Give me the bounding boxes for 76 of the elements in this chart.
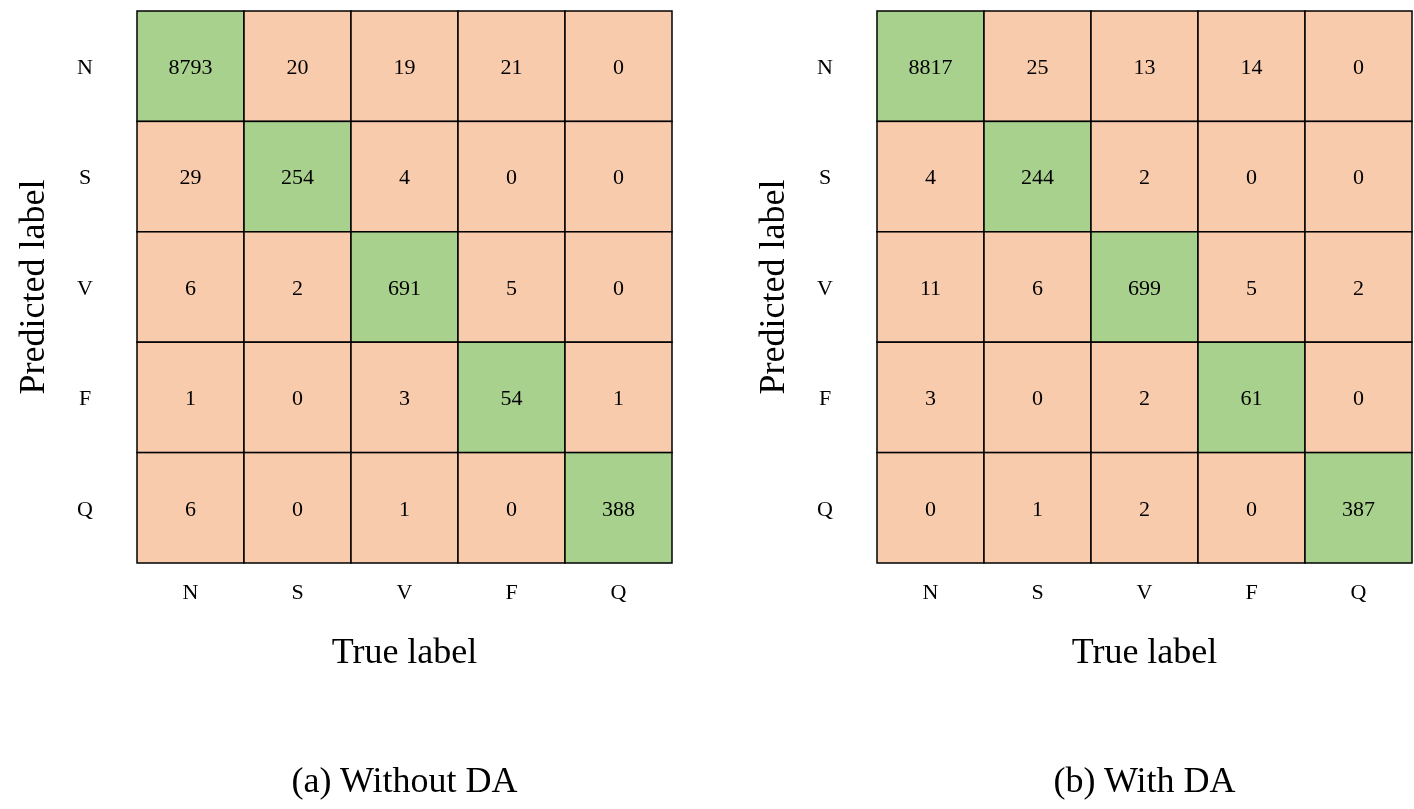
data-label: 0 (1246, 164, 1257, 190)
data-label: 19 (393, 53, 416, 79)
x-tick-label: S (1031, 579, 1044, 604)
x-tick-label: V (1136, 579, 1153, 604)
x-tick-label: V (396, 579, 413, 604)
data-label: 0 (292, 495, 303, 521)
text: (b) With DA (1053, 760, 1236, 800)
y-tick-label: V (77, 274, 94, 300)
data-label: 11 (919, 274, 942, 300)
data-label: 691 (388, 274, 421, 300)
data-label: 254 (281, 164, 314, 190)
data-label: 0 (1353, 53, 1364, 79)
data-label: 21 (500, 53, 523, 79)
data-label: 6 (185, 495, 196, 521)
data-label: 5 (1246, 274, 1257, 300)
y-axis-title: Predicted label (752, 179, 792, 395)
data-label: 54 (500, 385, 523, 411)
x-tick-label: F (505, 579, 518, 604)
x-tick-label: N (182, 579, 199, 604)
x-tick-label: N (922, 579, 939, 604)
data-label: 8793 (168, 53, 213, 79)
data-label: 0 (1032, 385, 1043, 411)
data-label: 29 (179, 164, 202, 190)
y-tick-label: S (78, 164, 92, 190)
data-label: 6 (185, 274, 196, 300)
data-label: 2 (292, 274, 303, 300)
x-tick-label: Q (1350, 579, 1367, 604)
data-label: 0 (1353, 164, 1364, 190)
data-label: 8817 (908, 53, 953, 79)
data-label: 4 (925, 164, 936, 190)
data-label: 0 (613, 274, 624, 300)
x-tick-label: S (291, 579, 304, 604)
data-label: 1 (399, 495, 410, 521)
text: (a) Without DA (291, 760, 518, 800)
data-label: 2 (1139, 385, 1150, 411)
data-label: 0 (292, 385, 303, 411)
data-label: 0 (1246, 495, 1257, 521)
data-label: 1 (185, 385, 196, 411)
y-tick-label: Q (77, 495, 94, 521)
y-tick-label: F (818, 385, 832, 411)
x-axis-title: True label (331, 631, 478, 671)
data-label: 3 (925, 385, 936, 411)
data-label: 2 (1139, 164, 1150, 190)
data-label: 2 (1139, 495, 1150, 521)
data-label: 61 (1240, 385, 1263, 411)
data-label: 0 (925, 495, 936, 521)
data-label: 1 (613, 385, 624, 411)
y-tick-label: V (817, 274, 834, 300)
data-label: 388 (602, 495, 635, 521)
y-tick-label: Q (817, 495, 834, 521)
data-label: 3 (399, 385, 410, 411)
x-tick-label: Q (610, 579, 627, 604)
data-label: 0 (506, 164, 517, 190)
data-label: 5 (506, 274, 517, 300)
data-label: 14 (1240, 53, 1263, 79)
data-label: 0 (613, 53, 624, 79)
data-label: 2 (1353, 274, 1364, 300)
y-tick-label: N (817, 53, 834, 79)
y-tick-label: F (78, 385, 92, 411)
data-label: 25 (1026, 53, 1049, 79)
data-label: 13 (1133, 53, 1156, 79)
data-label: 0 (613, 164, 624, 190)
data-label: 0 (506, 495, 517, 521)
data-label: 244 (1021, 164, 1054, 190)
data-label: 4 (399, 164, 410, 190)
data-label: 699 (1128, 274, 1161, 300)
y-axis-title: Predicted label (12, 179, 52, 395)
data-label: 20 (286, 53, 309, 79)
data-label: 1 (1032, 495, 1043, 521)
x-axis-title: True label (1071, 631, 1218, 671)
y-tick-label: S (818, 164, 832, 190)
x-tick-label: F (1245, 579, 1258, 604)
data-label: 6 (1032, 274, 1043, 300)
data-label: 0 (1353, 385, 1364, 411)
y-tick-label: N (77, 53, 94, 79)
data-label: 387 (1342, 495, 1375, 521)
